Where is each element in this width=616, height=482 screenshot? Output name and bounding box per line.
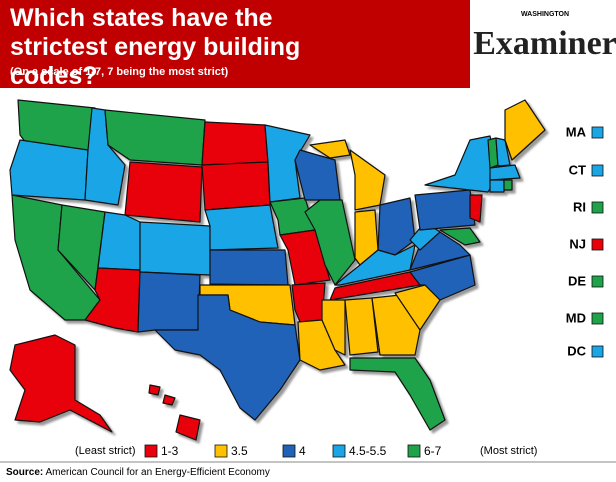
state-swatch xyxy=(591,275,604,288)
logo-top: WASHINGTON xyxy=(521,11,569,18)
state xyxy=(414,189,476,231)
legend-label: 1-3 xyxy=(161,444,179,458)
state xyxy=(139,221,211,276)
state-label: DC xyxy=(567,343,586,358)
legend-swatch xyxy=(282,444,296,458)
state xyxy=(349,357,446,431)
state xyxy=(124,161,203,223)
state xyxy=(9,334,113,433)
state xyxy=(137,271,201,333)
legend-label: 3.5 xyxy=(231,444,248,458)
legend-swatch xyxy=(332,444,346,458)
source: Source: American Council for an Energy-E… xyxy=(6,467,270,478)
state xyxy=(489,164,521,181)
state-swatch xyxy=(591,238,604,251)
state xyxy=(304,199,356,286)
state xyxy=(9,139,89,201)
states xyxy=(9,99,546,441)
state xyxy=(504,99,546,161)
state-swatch xyxy=(591,345,604,358)
state-swatch xyxy=(591,164,604,177)
state xyxy=(424,135,499,193)
state xyxy=(439,227,481,246)
legend-label: 6-7 xyxy=(424,444,442,458)
subtitle: (On a scale of 1-7, 7 being the most str… xyxy=(10,66,229,78)
state xyxy=(344,297,379,356)
legend-swatch xyxy=(214,444,228,458)
state xyxy=(104,109,206,166)
state-swatch xyxy=(591,126,604,139)
state xyxy=(201,121,269,166)
state xyxy=(349,149,386,211)
state xyxy=(489,179,505,193)
state-label: NJ xyxy=(569,236,586,251)
source-text: American Council for an Energy-Efficient… xyxy=(45,467,269,478)
state xyxy=(469,194,483,223)
legend-label: 4 xyxy=(299,444,306,458)
state xyxy=(162,394,176,406)
legend-right: (Most strict) xyxy=(480,445,537,457)
state xyxy=(309,139,351,159)
state-label: RI xyxy=(573,199,586,214)
legend-swatch xyxy=(144,444,158,458)
state xyxy=(204,204,279,251)
state xyxy=(97,211,141,271)
legend-left: (Least strict) xyxy=(75,445,136,457)
source-label: Source: xyxy=(6,467,43,478)
state-label: DE xyxy=(568,273,586,288)
state-swatch xyxy=(591,312,604,325)
state xyxy=(201,161,271,211)
state xyxy=(148,384,161,396)
state-label: MD xyxy=(566,310,586,325)
state-swatch xyxy=(591,201,604,214)
legend-label: 4.5-5.5 xyxy=(349,444,387,458)
state xyxy=(334,244,416,286)
state xyxy=(209,249,289,286)
state xyxy=(503,179,513,191)
legend-swatch xyxy=(407,444,421,458)
state-label: MA xyxy=(566,124,587,139)
logo-name: Examiner xyxy=(473,25,616,62)
header: Which states have the strictest energy b… xyxy=(0,0,470,90)
title: Which states have the strictest energy b… xyxy=(10,4,301,90)
state xyxy=(154,294,301,421)
state-label: CT xyxy=(569,162,586,177)
state xyxy=(175,414,201,441)
state xyxy=(377,197,416,256)
state xyxy=(279,229,331,286)
logo: WASHINGTON Examiner xyxy=(473,11,616,62)
state xyxy=(291,282,326,323)
state xyxy=(321,299,346,356)
